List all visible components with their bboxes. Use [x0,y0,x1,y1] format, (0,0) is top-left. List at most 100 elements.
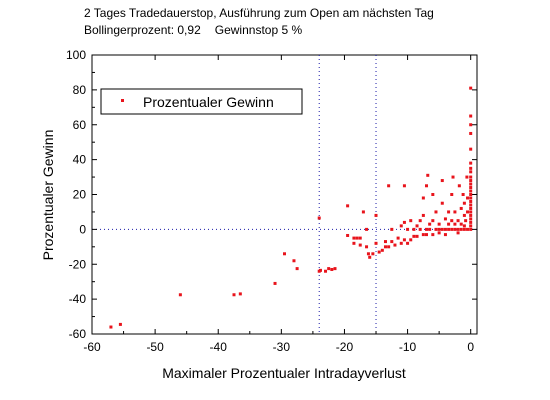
y-tick-label: 100 [66,48,86,62]
data-point [469,203,473,207]
data-point [461,193,465,196]
data-point [118,322,122,326]
data-point [346,233,350,237]
data-point [399,224,403,228]
data-point [428,227,432,231]
data-point [232,293,236,297]
data-point [273,281,277,285]
data-point [434,210,438,214]
data-point [437,227,441,231]
data-point [406,227,410,231]
data-point [361,210,365,214]
x-axis: -60 -50 -40 -30 -20 -10 0 [83,55,474,354]
data-point [453,210,457,214]
data-point [292,259,296,263]
data-point [383,240,387,244]
data-point [440,227,444,231]
data-point [327,267,331,271]
data-point [374,241,378,245]
data-point [462,227,466,231]
data-point [469,227,473,231]
data-point [469,114,473,118]
data-points [109,86,473,329]
data-point [418,227,422,231]
data-point [415,234,419,238]
x-axis-title: Maximaler Prozentualer Intradayverlust [162,365,406,381]
x-tick-label: -30 [273,340,291,354]
data-point [412,227,416,231]
data-point [330,267,334,271]
y-axis: -60 -40 -20 0 20 40 60 80 100 [66,48,477,341]
data-point [462,224,466,228]
data-point [333,267,337,271]
data-point [387,245,391,249]
data-point [409,219,413,223]
data-point [425,227,429,231]
data-point [434,227,438,231]
chart-title: 2 Tages Tradedauerstop, Ausführung zum O… [84,6,434,20]
data-point [317,216,321,220]
data-point [412,234,416,238]
data-point [469,175,473,179]
data-point [346,204,350,208]
data-point [466,210,470,214]
data-point [178,293,182,297]
data-point [318,268,322,272]
data-point [462,201,466,205]
data-point [409,238,413,242]
data-point [469,213,473,217]
data-point [466,196,470,200]
data-point [368,255,372,259]
data-point [450,219,454,223]
y-tick-label: 60 [73,118,87,132]
data-point [371,252,375,256]
data-point [406,241,410,245]
data-point [469,166,473,170]
chart-subtitle: Bollingerprozent: 0,92 Gewinnstop 5 % [84,23,316,37]
data-point [469,161,473,165]
data-point [440,201,444,205]
data-point [469,86,473,90]
data-point [453,227,457,231]
data-point [469,206,473,210]
data-point [380,248,384,252]
data-point [352,236,356,240]
data-point [396,236,400,240]
data-point [437,231,441,235]
data-point [425,233,429,237]
data-point [459,222,463,226]
data-point [469,217,473,221]
data-point [443,233,447,237]
data-point [443,227,447,231]
data-point [425,184,429,188]
data-point [464,219,468,223]
x-tick-label: -20 [336,340,354,354]
data-point [366,252,370,256]
data-point [431,219,435,223]
data-point [447,227,451,231]
data-point [459,206,463,210]
data-point [456,231,460,235]
data-point [402,220,406,224]
data-point [358,243,362,247]
x-tick-label: -40 [210,340,228,354]
data-point [469,186,473,190]
y-axis-title: Prozentualer Gewinn [40,130,56,261]
data-point [453,222,457,226]
data-point [465,175,469,179]
data-point [358,236,362,240]
data-point [469,199,473,203]
data-point [466,227,470,231]
legend: Prozentualer Gewinn [100,88,303,115]
data-point [437,222,441,226]
data-point [374,213,378,217]
data-point [469,123,473,127]
y-tick-label: -60 [69,327,87,341]
data-point [418,219,422,223]
x-tick-label: -60 [83,340,101,354]
bollinger-label: Bollingerprozent: 0,92 [84,23,201,37]
data-point [421,233,425,237]
data-point [415,224,419,228]
data-point [469,131,473,135]
